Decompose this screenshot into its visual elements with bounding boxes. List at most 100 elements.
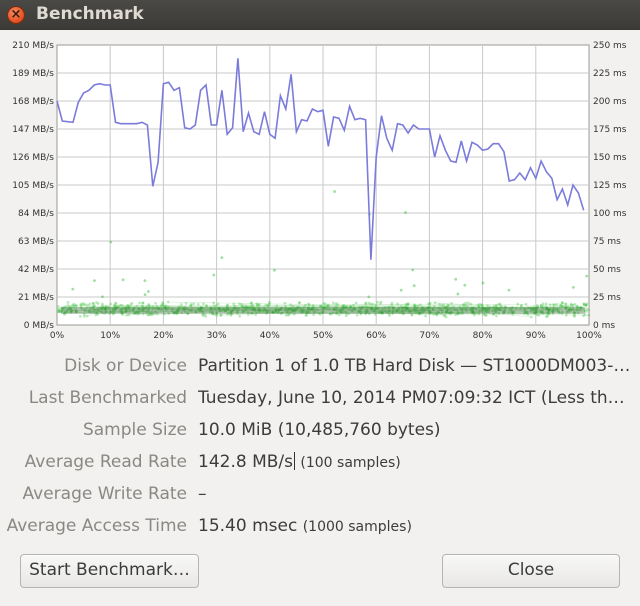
access-time-point bbox=[304, 314, 308, 318]
y-left-tick-label: 63 MB/s bbox=[18, 237, 54, 247]
access-time-point bbox=[487, 310, 491, 314]
access-time-point bbox=[471, 309, 474, 313]
access-time-point bbox=[425, 306, 429, 310]
access-time-point bbox=[568, 307, 572, 311]
read-rate-label: Average Read Rate bbox=[24, 452, 187, 472]
access-time-point bbox=[299, 306, 303, 310]
access-time-point bbox=[551, 310, 555, 314]
access-time-point bbox=[101, 306, 105, 310]
access-time-point bbox=[113, 306, 117, 310]
access-time-point bbox=[341, 306, 345, 309]
access-time-point bbox=[587, 308, 591, 312]
access-time-point bbox=[301, 308, 305, 312]
access-time-point bbox=[69, 307, 73, 310]
access-time-point bbox=[511, 305, 514, 309]
access-time-point bbox=[354, 301, 358, 305]
access-time-point bbox=[250, 304, 254, 308]
access-time-point bbox=[498, 302, 502, 306]
access-time-point bbox=[386, 305, 390, 309]
access-time-point bbox=[126, 307, 130, 311]
access-time-point bbox=[312, 310, 316, 313]
access-time-point bbox=[147, 313, 151, 317]
access-time-point bbox=[241, 309, 245, 313]
access-time-point bbox=[492, 304, 496, 308]
access-time-point bbox=[258, 309, 262, 313]
access-time-point bbox=[249, 301, 253, 305]
access-time-point bbox=[138, 301, 142, 305]
access-time-point bbox=[194, 310, 198, 314]
access-time-point bbox=[103, 312, 106, 315]
access-time-point bbox=[147, 290, 150, 293]
access-time-point bbox=[231, 309, 234, 313]
access-time-point bbox=[500, 305, 504, 309]
y-right-tick-label: 25 ms bbox=[593, 293, 621, 303]
access-time-point bbox=[499, 308, 503, 312]
y-left-tick-label: 0 MB/s bbox=[24, 321, 55, 331]
access-time-point bbox=[367, 301, 371, 305]
access-time-point bbox=[483, 306, 487, 310]
access-time-point bbox=[271, 310, 275, 314]
start-benchmark-button[interactable]: Start Benchmark… bbox=[20, 554, 199, 588]
access-time-point bbox=[344, 314, 348, 318]
access-time-point bbox=[381, 308, 384, 311]
access-time-point bbox=[413, 304, 417, 307]
access-time-point bbox=[462, 307, 465, 310]
access-time-point bbox=[113, 304, 117, 308]
access-time-point bbox=[307, 306, 310, 310]
access-time-point bbox=[341, 306, 345, 309]
access-time-point bbox=[254, 313, 258, 316]
access-time-point bbox=[120, 311, 124, 315]
access-time-point bbox=[497, 311, 501, 315]
access-time-point bbox=[212, 304, 216, 308]
access-time-point bbox=[584, 304, 588, 307]
y-left-tick-label: 168 MB/s bbox=[12, 97, 54, 107]
access-time-point bbox=[170, 307, 174, 311]
access-time-point bbox=[374, 303, 378, 307]
access-time-point bbox=[99, 310, 103, 313]
access-time-point bbox=[412, 307, 416, 311]
access-time-point bbox=[531, 307, 535, 310]
access-time-point bbox=[561, 305, 565, 308]
access-time-point bbox=[360, 305, 364, 309]
access-time-point bbox=[266, 304, 269, 308]
access-time-point bbox=[404, 211, 407, 214]
access-time-point bbox=[212, 313, 216, 317]
access-time-point bbox=[303, 309, 307, 313]
access-time-point bbox=[71, 309, 74, 313]
access-time-point bbox=[339, 307, 342, 311]
access-time-point bbox=[202, 302, 205, 306]
access-time-point bbox=[124, 308, 128, 312]
access-time-point bbox=[472, 306, 476, 309]
access-time-point bbox=[294, 308, 298, 312]
access-time-point bbox=[437, 311, 441, 315]
access-time-point bbox=[414, 311, 418, 315]
access-time-point bbox=[356, 310, 360, 313]
access-time-point bbox=[545, 311, 549, 315]
access-time-point bbox=[402, 312, 406, 316]
access-time-point bbox=[90, 305, 94, 309]
access-time-point bbox=[582, 302, 586, 306]
access-time-point bbox=[388, 305, 392, 309]
access-time-density-band bbox=[61, 307, 585, 314]
access-time-point bbox=[296, 306, 300, 310]
access-time-point bbox=[88, 306, 92, 310]
access-time-point bbox=[226, 312, 229, 316]
access-time-point bbox=[539, 303, 543, 307]
access-time-point bbox=[226, 307, 230, 311]
close-button[interactable]: Close bbox=[442, 554, 620, 588]
access-time-point bbox=[112, 311, 116, 315]
access-time-point bbox=[553, 303, 556, 307]
access-time-point bbox=[478, 302, 481, 306]
x-tick-label: 50% bbox=[313, 331, 333, 341]
access-time-point bbox=[343, 306, 347, 309]
access-time-point bbox=[496, 307, 500, 310]
access-time-point bbox=[154, 301, 157, 305]
access-time-point bbox=[348, 304, 352, 308]
access-time-point bbox=[60, 310, 64, 314]
access-time-point bbox=[92, 304, 96, 308]
access-time-point bbox=[579, 305, 583, 309]
access-time-point bbox=[484, 310, 488, 313]
close-window-icon[interactable]: × bbox=[7, 6, 25, 24]
access-time-point bbox=[349, 305, 353, 309]
access-time-point bbox=[576, 304, 579, 308]
